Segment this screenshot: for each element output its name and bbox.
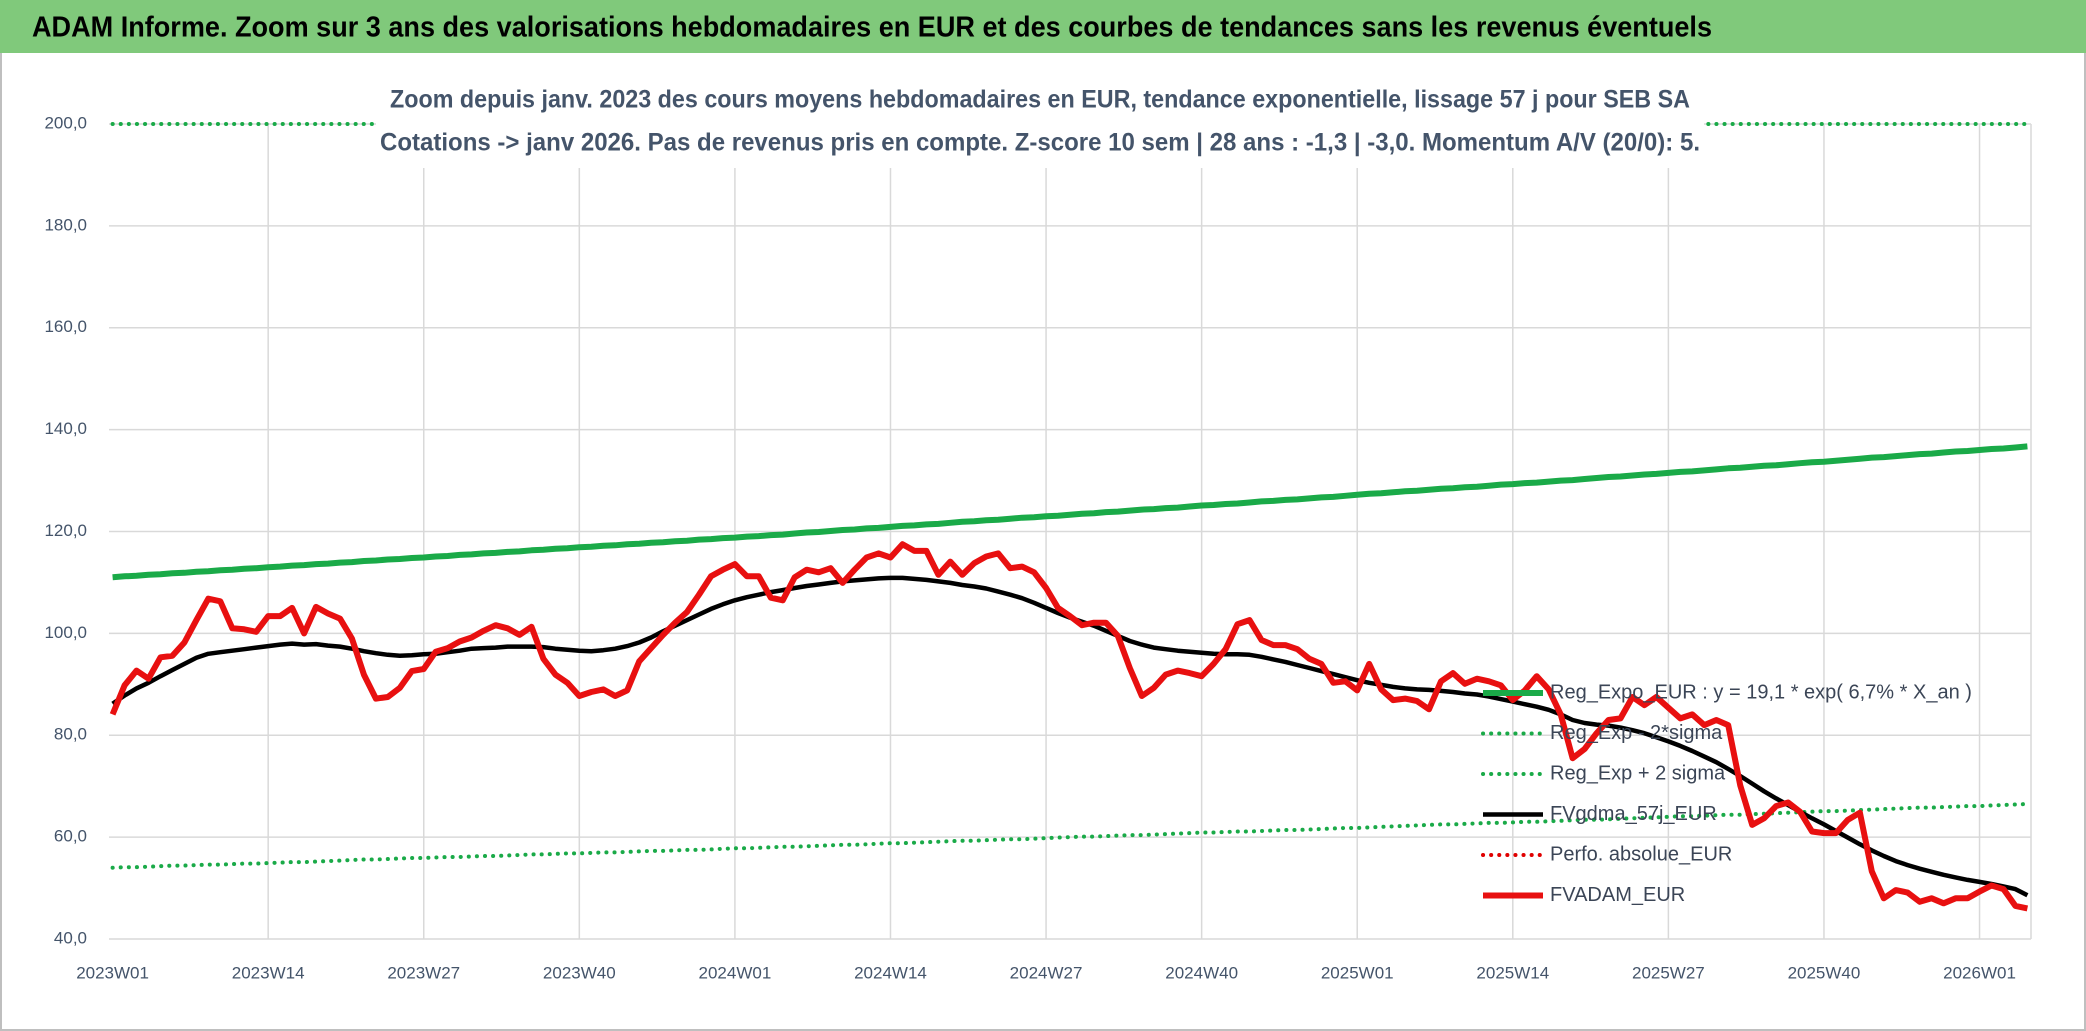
x-tick-label: 2023W40: [543, 963, 616, 982]
legend: Reg_Expo_EUR : y = 19,1 * exp( 6,7% * X_…: [1481, 681, 1972, 906]
subtitle-box: [376, 78, 1704, 168]
x-tick-label: 2024W40: [1165, 963, 1238, 982]
x-tick-label: 2026W01: [1943, 963, 2016, 982]
legend-label: FVADAM_EUR: [1550, 884, 1685, 906]
x-tick-label: 2025W14: [1476, 963, 1549, 982]
y-tick-label: 120,0: [44, 521, 87, 540]
y-tick-label: 200,0: [44, 113, 87, 132]
legend-label: FVgdma_57j_EUR: [1550, 803, 1717, 825]
x-tick-label: 2024W01: [699, 963, 772, 982]
y-tick-label: 160,0: [44, 317, 87, 336]
series-line: [109, 541, 2029, 912]
x-tick-label: 2023W27: [387, 963, 460, 982]
plot-lines: [109, 122, 2030, 912]
x-tick-label: 2025W27: [1632, 963, 1705, 982]
x-tick-label: 2025W40: [1788, 963, 1861, 982]
y-tick-label: 140,0: [44, 419, 87, 438]
chart-title: ADAM Informe. Zoom sur 3 ans des valoris…: [32, 12, 1712, 44]
x-tick-label: 2025W01: [1321, 963, 1394, 982]
y-tick-label: 100,0: [44, 623, 87, 642]
y-tick-label: 40,0: [54, 928, 87, 947]
legend-label: Reg_Exp + 2 sigma: [1550, 762, 1726, 784]
y-tick-label: 180,0: [44, 215, 87, 234]
legend-label: Perfo. absolue_EUR: [1550, 843, 1732, 865]
subtitle: Cotations -> janv 2026. Pas de revenus p…: [380, 129, 1700, 157]
legend-label: Reg_Expo_EUR : y = 19,1 * exp( 6,7% * X_…: [1550, 681, 1972, 703]
y-tick-label: 80,0: [54, 725, 87, 744]
series-line: [112, 443, 2028, 581]
header-band: [0, 0, 2086, 53]
x-tick-label: 2023W01: [76, 963, 149, 982]
legend-label: Reg_Exp - 2*sigma: [1550, 722, 1723, 744]
x-tick-label: 2024W14: [854, 963, 927, 982]
x-tick-label: 2024W27: [1010, 963, 1083, 982]
subtitle: Zoom depuis janv. 2023 des cours moyens …: [390, 86, 1690, 114]
y-tick-label: 60,0: [54, 827, 87, 846]
x-tick-label: 2023W14: [232, 963, 305, 982]
series-line: [110, 802, 2030, 870]
